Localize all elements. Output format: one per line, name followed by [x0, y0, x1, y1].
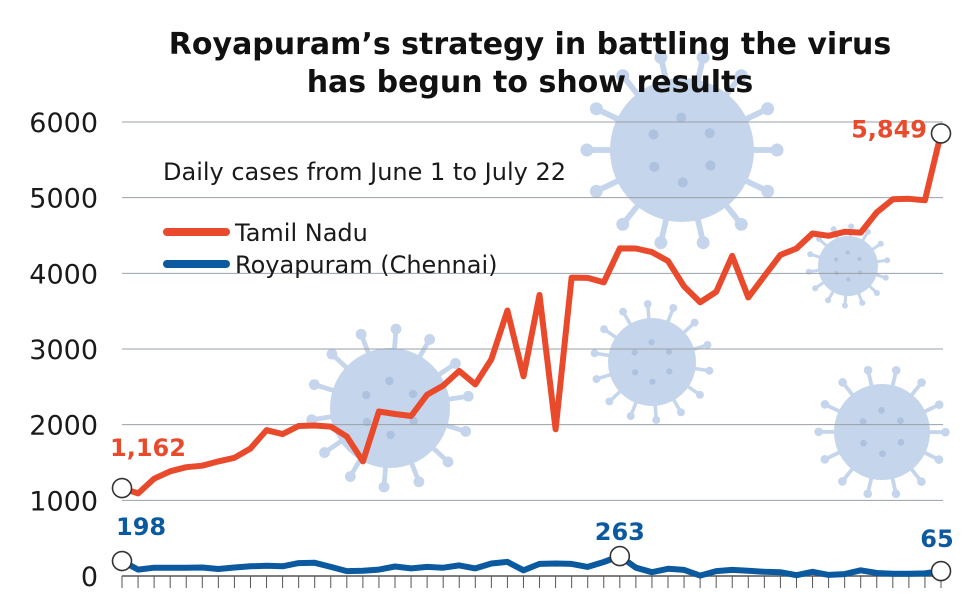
annotation-label: 263 — [595, 518, 645, 546]
series-lines — [122, 133, 941, 575]
y-tick-label: 3000 — [29, 335, 98, 366]
annotation-marker — [113, 479, 132, 498]
x-axis-ticks — [122, 576, 943, 588]
y-tick-label: 4000 — [29, 259, 98, 290]
y-tick-label: 5000 — [29, 184, 98, 215]
annotation-marker — [610, 547, 629, 566]
series-line-tamil-nadu — [122, 133, 941, 493]
annotation-marker — [932, 562, 951, 581]
chart-title-line-1: Royapuram’s strategy in battling the vir… — [169, 27, 891, 62]
chart-subtitle: Daily cases from June 1 to July 22 — [163, 158, 566, 186]
virus-icon — [591, 300, 714, 424]
y-tick-label: 2000 — [29, 411, 98, 442]
annotation-label: 1,162 — [110, 434, 186, 462]
series-line-royapuram — [122, 556, 941, 576]
chart-title-line-2: has begun to show results — [307, 65, 754, 100]
y-tick-label: 0 — [81, 562, 98, 593]
virus-icon — [814, 366, 949, 498]
y-tick-label: 1000 — [29, 486, 98, 517]
chart-title: Royapuram’s strategy in battling the vir… — [169, 27, 891, 100]
y-tick-label: 6000 — [29, 108, 98, 139]
y-axis-tick-labels: 0 1000 2000 3000 4000 5000 6000 — [29, 108, 98, 593]
legend-label-tamil-nadu: Tamil Nadu — [234, 219, 368, 247]
annotation-marker — [932, 124, 951, 143]
legend-label-royapuram: Royapuram (Chennai) — [235, 251, 497, 279]
annotation-label: 65 — [920, 525, 953, 553]
annotation-label: 5,849 — [851, 115, 927, 143]
annotation-label: 198 — [116, 513, 166, 541]
annotation-marker — [113, 552, 132, 571]
legend: Daily cases from June 1 to July 22 Tamil… — [163, 158, 566, 279]
gridlines — [122, 122, 943, 576]
